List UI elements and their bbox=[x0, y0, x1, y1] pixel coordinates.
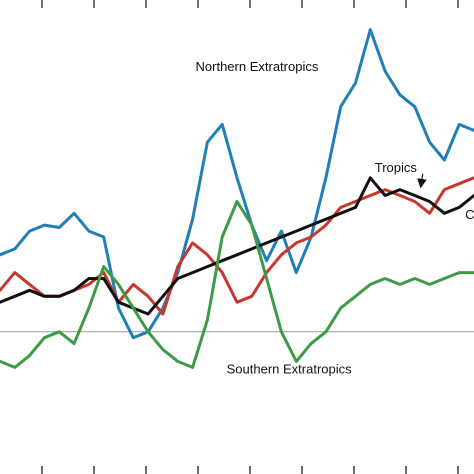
annotation-arrow bbox=[417, 173, 427, 189]
annotation-label: Southern Extratropics bbox=[227, 361, 353, 376]
annotation-label: C bbox=[465, 207, 474, 222]
annotation-label: Tropics bbox=[375, 160, 418, 175]
annotation-layer: Northern Extratropics Tropics C Southern Ex… bbox=[196, 59, 474, 376]
series-line-northern bbox=[0, 28, 474, 340]
plot-frame bbox=[41, 0, 459, 474]
series-line-global bbox=[0, 176, 474, 316]
annotation-label: Northern Extratropics bbox=[196, 59, 319, 74]
series-line-southern bbox=[0, 200, 474, 369]
series-layer bbox=[0, 28, 474, 369]
series-line-tropics bbox=[0, 176, 474, 316]
